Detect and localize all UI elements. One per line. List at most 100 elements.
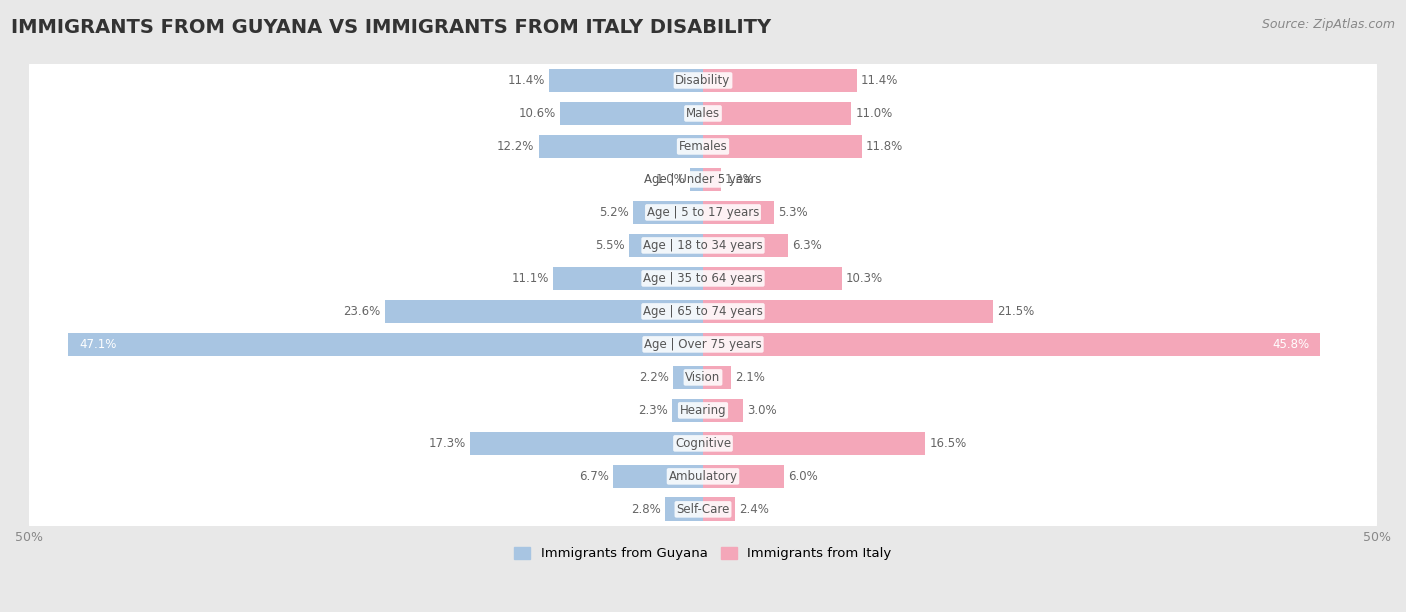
- Text: Self-Care: Self-Care: [676, 503, 730, 516]
- Text: 2.3%: 2.3%: [638, 404, 668, 417]
- Bar: [538, 135, 703, 159]
- Bar: [67, 332, 703, 356]
- Bar: [673, 365, 703, 389]
- Bar: [703, 168, 720, 192]
- FancyBboxPatch shape: [30, 57, 1376, 107]
- Text: 5.5%: 5.5%: [595, 239, 624, 252]
- Bar: [633, 201, 703, 225]
- Text: 21.5%: 21.5%: [997, 305, 1035, 318]
- FancyBboxPatch shape: [30, 188, 1376, 239]
- FancyBboxPatch shape: [30, 287, 1376, 336]
- Bar: [703, 102, 851, 125]
- Bar: [703, 69, 856, 92]
- Text: 1.0%: 1.0%: [655, 173, 686, 186]
- Text: Hearing: Hearing: [679, 404, 727, 417]
- Text: 17.3%: 17.3%: [429, 437, 465, 450]
- Text: Age | 18 to 34 years: Age | 18 to 34 years: [643, 239, 763, 252]
- Bar: [550, 69, 703, 92]
- Bar: [703, 465, 785, 488]
- Text: 5.3%: 5.3%: [779, 206, 808, 219]
- Text: 11.4%: 11.4%: [860, 74, 898, 87]
- FancyBboxPatch shape: [30, 122, 1376, 171]
- FancyBboxPatch shape: [30, 321, 1376, 371]
- Text: Source: ZipAtlas.com: Source: ZipAtlas.com: [1261, 18, 1395, 31]
- FancyBboxPatch shape: [30, 188, 1376, 237]
- Text: 11.0%: 11.0%: [855, 107, 893, 120]
- Text: 6.3%: 6.3%: [792, 239, 821, 252]
- Text: 2.2%: 2.2%: [640, 371, 669, 384]
- FancyBboxPatch shape: [30, 419, 1376, 468]
- Bar: [703, 398, 744, 422]
- FancyBboxPatch shape: [30, 354, 1376, 404]
- FancyBboxPatch shape: [30, 56, 1376, 105]
- Text: 45.8%: 45.8%: [1272, 338, 1309, 351]
- Text: Age | 65 to 74 years: Age | 65 to 74 years: [643, 305, 763, 318]
- Text: Age | 35 to 64 years: Age | 35 to 64 years: [643, 272, 763, 285]
- Bar: [628, 234, 703, 257]
- Text: Vision: Vision: [685, 371, 721, 384]
- Text: 3.0%: 3.0%: [748, 404, 778, 417]
- Text: 2.8%: 2.8%: [631, 503, 661, 516]
- FancyBboxPatch shape: [30, 122, 1376, 173]
- FancyBboxPatch shape: [30, 255, 1376, 305]
- Text: 11.8%: 11.8%: [866, 140, 904, 153]
- Bar: [703, 365, 731, 389]
- Bar: [703, 332, 1320, 356]
- Text: Age | Under 5 years: Age | Under 5 years: [644, 173, 762, 186]
- Text: 2.4%: 2.4%: [740, 503, 769, 516]
- FancyBboxPatch shape: [30, 452, 1376, 501]
- Text: 47.1%: 47.1%: [79, 338, 117, 351]
- Text: 12.2%: 12.2%: [498, 140, 534, 153]
- Text: Ambulatory: Ambulatory: [668, 470, 738, 483]
- FancyBboxPatch shape: [30, 155, 1376, 206]
- Text: Females: Females: [679, 140, 727, 153]
- FancyBboxPatch shape: [30, 485, 1376, 534]
- Text: Cognitive: Cognitive: [675, 437, 731, 450]
- Text: 1.3%: 1.3%: [724, 173, 754, 186]
- Text: 6.7%: 6.7%: [579, 470, 609, 483]
- Bar: [703, 135, 862, 159]
- Bar: [703, 234, 787, 257]
- Text: Disability: Disability: [675, 74, 731, 87]
- FancyBboxPatch shape: [30, 221, 1376, 270]
- Bar: [672, 398, 703, 422]
- FancyBboxPatch shape: [30, 420, 1376, 470]
- Text: Age | Over 75 years: Age | Over 75 years: [644, 338, 762, 351]
- FancyBboxPatch shape: [30, 485, 1376, 536]
- FancyBboxPatch shape: [30, 254, 1376, 303]
- Bar: [554, 267, 703, 290]
- Bar: [385, 299, 703, 323]
- Text: 23.6%: 23.6%: [343, 305, 381, 318]
- FancyBboxPatch shape: [30, 90, 1376, 140]
- Text: 2.1%: 2.1%: [735, 371, 765, 384]
- FancyBboxPatch shape: [30, 387, 1376, 437]
- FancyBboxPatch shape: [30, 155, 1376, 204]
- FancyBboxPatch shape: [30, 89, 1376, 138]
- Text: 10.6%: 10.6%: [519, 107, 555, 120]
- FancyBboxPatch shape: [30, 453, 1376, 503]
- FancyBboxPatch shape: [30, 386, 1376, 435]
- FancyBboxPatch shape: [30, 320, 1376, 369]
- Bar: [703, 267, 842, 290]
- Bar: [703, 431, 925, 455]
- Bar: [560, 102, 703, 125]
- FancyBboxPatch shape: [30, 353, 1376, 402]
- Bar: [689, 168, 703, 192]
- Bar: [665, 498, 703, 521]
- Bar: [703, 498, 735, 521]
- Text: 11.1%: 11.1%: [512, 272, 550, 285]
- Text: 5.2%: 5.2%: [599, 206, 628, 219]
- Text: Age | 5 to 17 years: Age | 5 to 17 years: [647, 206, 759, 219]
- Legend: Immigrants from Guyana, Immigrants from Italy: Immigrants from Guyana, Immigrants from …: [509, 542, 897, 565]
- Bar: [703, 201, 775, 225]
- Bar: [703, 299, 993, 323]
- Text: 6.0%: 6.0%: [787, 470, 818, 483]
- FancyBboxPatch shape: [30, 222, 1376, 272]
- Text: IMMIGRANTS FROM GUYANA VS IMMIGRANTS FROM ITALY DISABILITY: IMMIGRANTS FROM GUYANA VS IMMIGRANTS FRO…: [11, 18, 772, 37]
- Bar: [470, 431, 703, 455]
- Text: 11.4%: 11.4%: [508, 74, 546, 87]
- FancyBboxPatch shape: [30, 288, 1376, 338]
- Text: 10.3%: 10.3%: [846, 272, 883, 285]
- Text: Males: Males: [686, 107, 720, 120]
- Text: 16.5%: 16.5%: [929, 437, 967, 450]
